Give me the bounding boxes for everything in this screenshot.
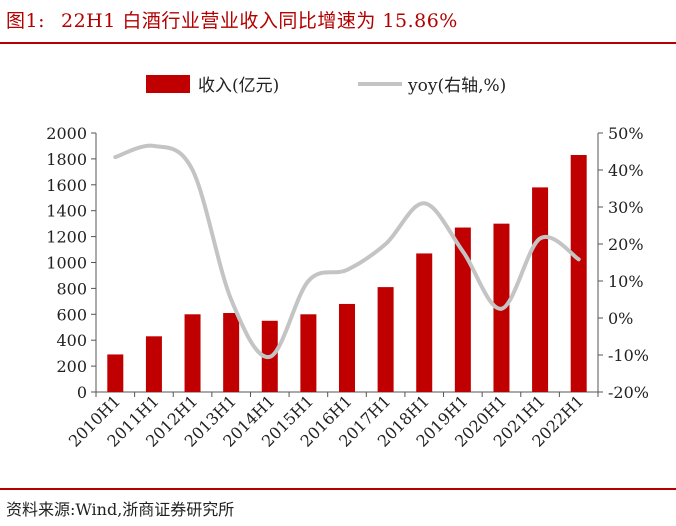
bar-2017H1: [377, 287, 394, 392]
chart-title: 图1: 22H1 白酒行业营业收入同比增速为 15.86%: [6, 6, 458, 33]
bar-2012H1: [184, 314, 201, 392]
y-left-tick-label: 0: [77, 383, 87, 402]
legend-swatch-revenue: [146, 75, 190, 93]
y-right-tick-label: 40%: [608, 161, 644, 180]
y-left-tick-label: 400: [56, 331, 87, 350]
yoy-line: [113, 143, 581, 359]
y-left-tick-label: 200: [56, 357, 87, 376]
y-right-tick-label: -10%: [608, 346, 649, 365]
y-left-tick-label: 600: [56, 305, 87, 324]
bar-series: [107, 155, 587, 392]
y-left-tick-label: 1400: [46, 202, 87, 221]
source-note: 资料来源:Wind,浙商证券研究所: [6, 500, 235, 519]
bar-2021H1: [532, 187, 549, 392]
y-left-tick-label: 1600: [46, 176, 87, 195]
line-series: [113, 143, 581, 359]
y-right-tick-label: 10%: [608, 272, 644, 291]
y-right-tick-label: 0%: [608, 309, 633, 328]
y-left-tick-label: 1200: [46, 228, 87, 247]
y-left-tick-label: 1800: [46, 150, 87, 169]
bar-2019H1: [454, 227, 471, 392]
bar-2013H1: [223, 313, 240, 392]
figure-title: 22H1 白酒行业营业收入同比增速为 15.86%: [61, 10, 458, 32]
legend-label-revenue: 收入(亿元): [198, 76, 279, 96]
bar-2011H1: [145, 336, 162, 392]
figure-label: 图1:: [6, 10, 45, 32]
legend-label-yoy: yoy(右轴,%): [407, 76, 506, 96]
bar-2010H1: [107, 354, 124, 392]
y-right-tick-label: -20%: [608, 383, 649, 402]
bar-2022H1: [570, 155, 587, 392]
y-right-tick-label: 50%: [608, 124, 644, 143]
y-right-tick-label: 30%: [608, 198, 644, 217]
bar-2018H1: [416, 253, 433, 392]
legend: 收入(亿元) yoy(右轴,%): [146, 75, 506, 96]
bar-2015H1: [300, 314, 317, 392]
axes: 0 200 400 600 800 1000 1200 1400 1600 1800 2000 -20…: [46, 124, 649, 402]
x-axis-labels: 2010H12011H12012H12013H12014H12015H12016…: [65, 391, 588, 450]
y-left-tick-label: 1000: [46, 254, 87, 273]
footer-divider: [0, 488, 676, 490]
y-right-tick-label: 20%: [608, 235, 644, 254]
bar-2016H1: [339, 303, 355, 392]
y-left-tick-label: 2000: [46, 124, 87, 143]
y-left-tick-label: 800: [56, 279, 87, 298]
title-divider: [0, 42, 676, 44]
